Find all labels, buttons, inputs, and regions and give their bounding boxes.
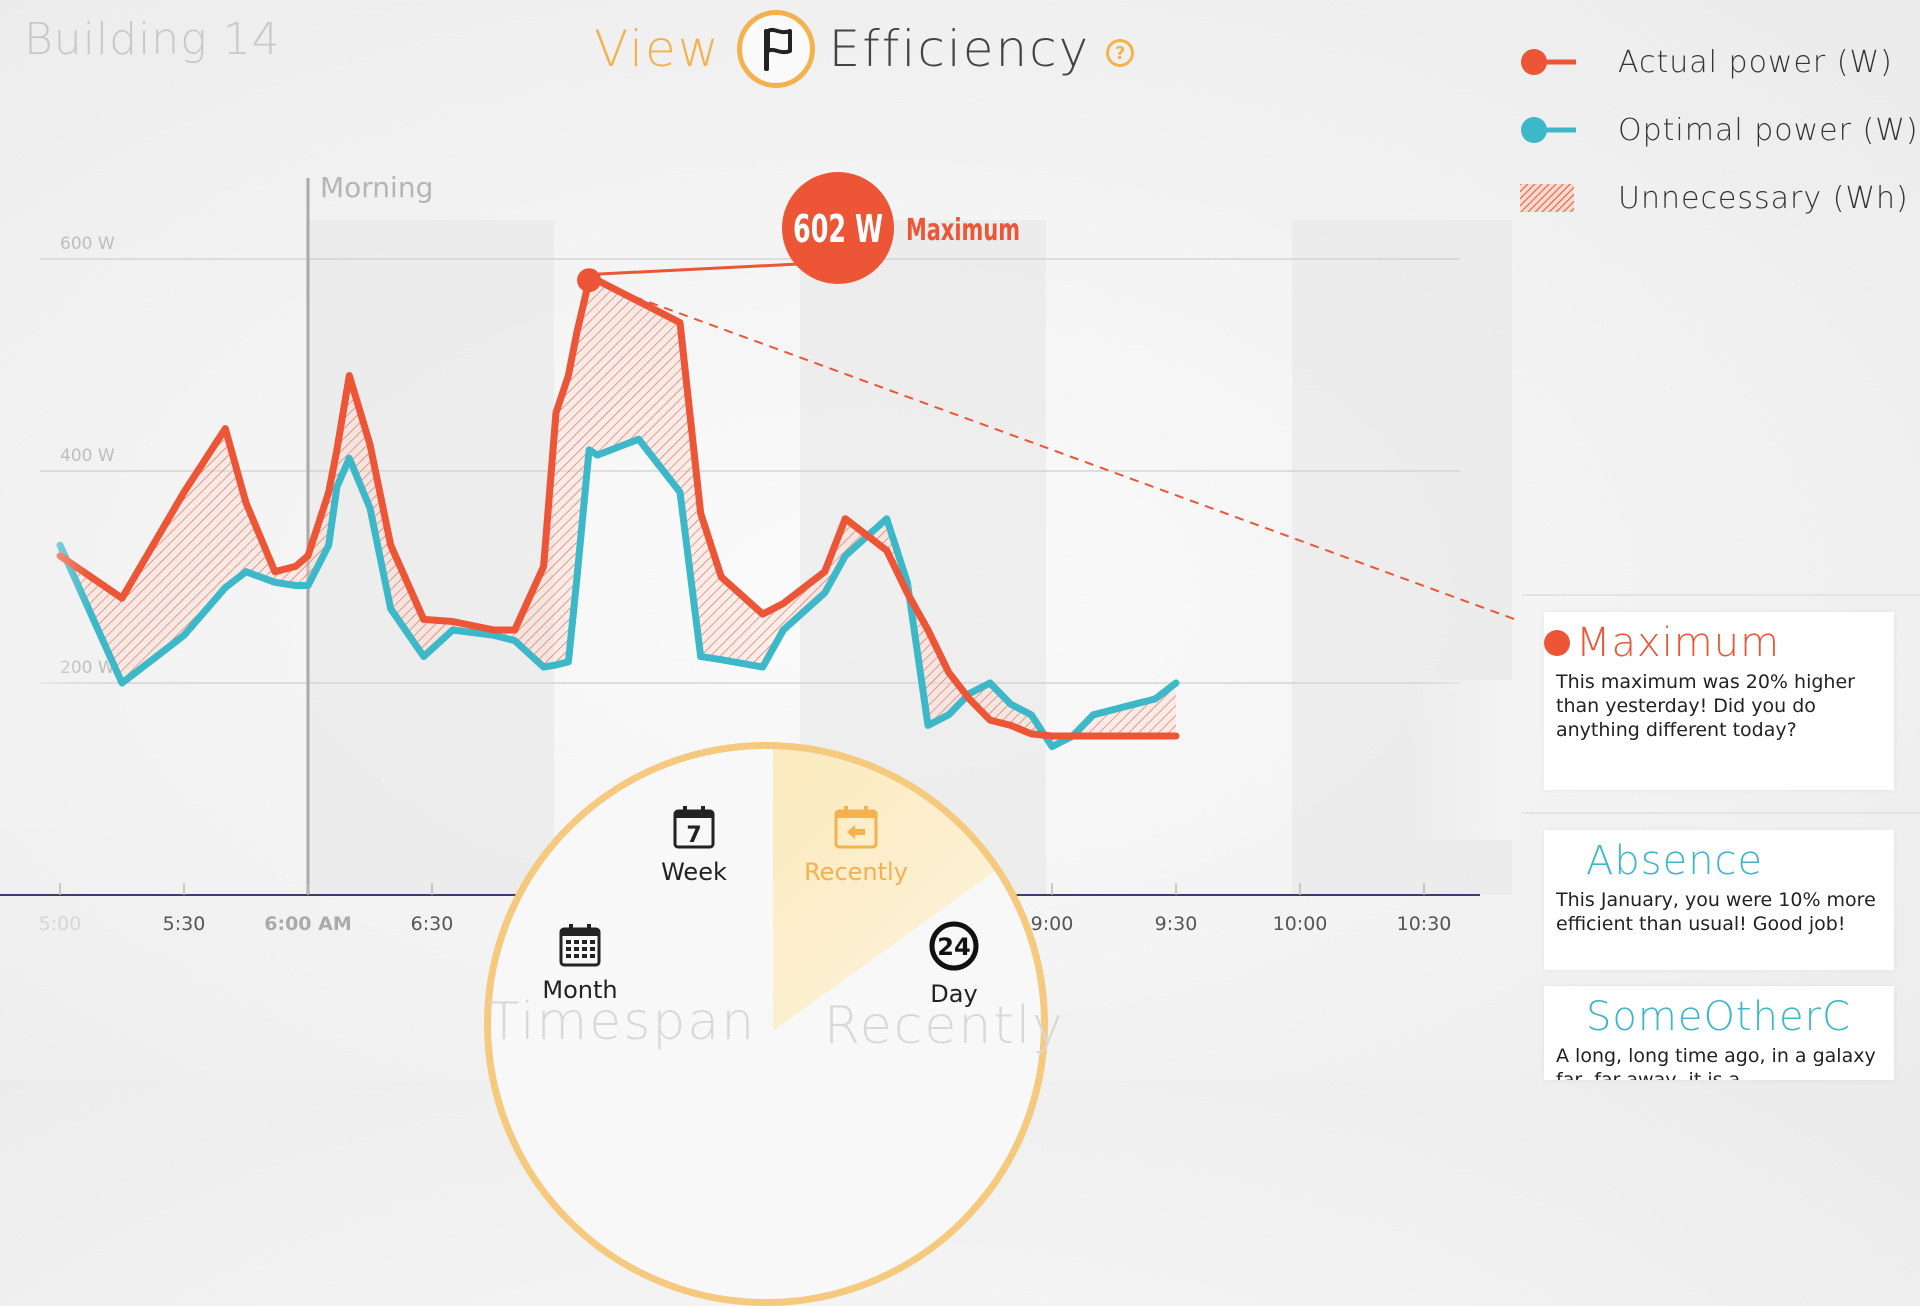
x-tick-label: 10:00 (1273, 913, 1328, 935)
dial-item-month[interactable]: Month (520, 922, 640, 1004)
dial-caption-timespan: Timespan (488, 992, 757, 1052)
efficiency-label: Efficiency (828, 20, 1091, 78)
legend: Actual power (W) Optimal power (W) Unnec… (1520, 28, 1919, 232)
legend-label-actual: Actual power (W) (1618, 44, 1893, 80)
dial-label-week: Week (661, 858, 727, 886)
view-label: View (594, 20, 721, 78)
x-tick-label: 6:30 (411, 913, 454, 935)
card-title: SomeOtherC (1586, 994, 1851, 1040)
x-tick-label: 5:30 (163, 913, 206, 935)
dial-label-month: Month (542, 976, 618, 1004)
calendar-month-icon (559, 924, 601, 967)
card-title: Maximum (1576, 620, 1781, 666)
dial-item-day[interactable]: 24 Day (904, 920, 1004, 1008)
optimal-power-line-icon (1521, 117, 1576, 143)
x-tick-label: 5:00 (39, 913, 82, 935)
unnecessary-hatch-icon (1520, 184, 1574, 212)
calendar-7-icon: 7 (673, 806, 715, 849)
x-tick-label: 9:30 (1155, 913, 1198, 935)
x-tick-label: 6:00 AM (264, 913, 352, 935)
dial-label-recently: Recently (804, 858, 908, 886)
card-someother[interactable]: SomeOtherC A long, long time ago, in a g… (1544, 986, 1894, 1080)
view-selector: View Efficiency ? (594, 10, 1135, 88)
card-body: This January, you were 10% more efficien… (1556, 889, 1876, 935)
dial-item-week[interactable]: 7 Week (634, 804, 754, 886)
actual-power-line-icon (1521, 49, 1576, 75)
maximum-value-label: 602 W (793, 207, 883, 251)
left-fade (0, 500, 90, 830)
help-button[interactable]: ? (1106, 39, 1135, 67)
svg-text:24: 24 (937, 933, 970, 961)
dial-item-recently[interactable]: Recently (786, 804, 926, 886)
building-name: Building 14 (24, 14, 281, 65)
legend-item-actual[interactable]: Actual power (W) (1520, 28, 1919, 96)
maximum-text-label: Maximum (906, 213, 1020, 248)
clock-24-icon: 24 (929, 921, 979, 971)
calendar-back-icon (834, 806, 878, 849)
legend-label-unnecessary: Unnecessary (Wh) (1618, 180, 1909, 216)
morning-marker-label: Morning (320, 171, 433, 204)
card-title: Absence (1586, 838, 1764, 884)
insight-cards: Maximum This maximum was 20% higher than… (1522, 0, 1920, 1080)
maximum-point (577, 268, 602, 293)
x-tick-label: 9:00 (1031, 913, 1074, 935)
flag-icon (763, 27, 792, 71)
svg-text:7: 7 (686, 823, 701, 848)
dial-label-day: Day (930, 980, 978, 1008)
legend-item-unnecessary[interactable]: Unnecessary (Wh) (1520, 164, 1919, 232)
card-body: A long, long time ago, in a galaxy far, … (1556, 1045, 1876, 1080)
card-maximum-dot (1544, 630, 1570, 656)
cards-divider (1522, 812, 1920, 814)
annotation-dashed-link (588, 279, 1520, 623)
optimal-power-line (56, 435, 1180, 751)
y-tick-label: 600 W (60, 234, 115, 254)
legend-item-optimal[interactable]: Optimal power (W) (1520, 96, 1919, 164)
card-maximum[interactable]: Maximum This maximum was 20% higher than… (1544, 612, 1894, 790)
timespan-dial: 7 Week Recently Month 24 Day (484, 742, 1063, 1306)
y-tick-label: 400 W (60, 446, 115, 466)
legend-label-optimal: Optimal power (W) (1618, 112, 1919, 148)
dial-caption-recently: Recently (824, 996, 1065, 1056)
card-absence[interactable]: Absence This January, you were 10% more … (1544, 830, 1894, 970)
cards-divider (1522, 594, 1920, 596)
x-tick-label: 10:30 (1397, 913, 1452, 935)
right-fade (1410, 680, 1520, 840)
unnecessary-area (60, 280, 1176, 747)
maximum-badge (782, 172, 894, 284)
card-body: This maximum was 20% higher than yesterd… (1556, 671, 1855, 741)
view-mode-button[interactable] (736, 10, 815, 88)
chart-band (306, 220, 554, 895)
